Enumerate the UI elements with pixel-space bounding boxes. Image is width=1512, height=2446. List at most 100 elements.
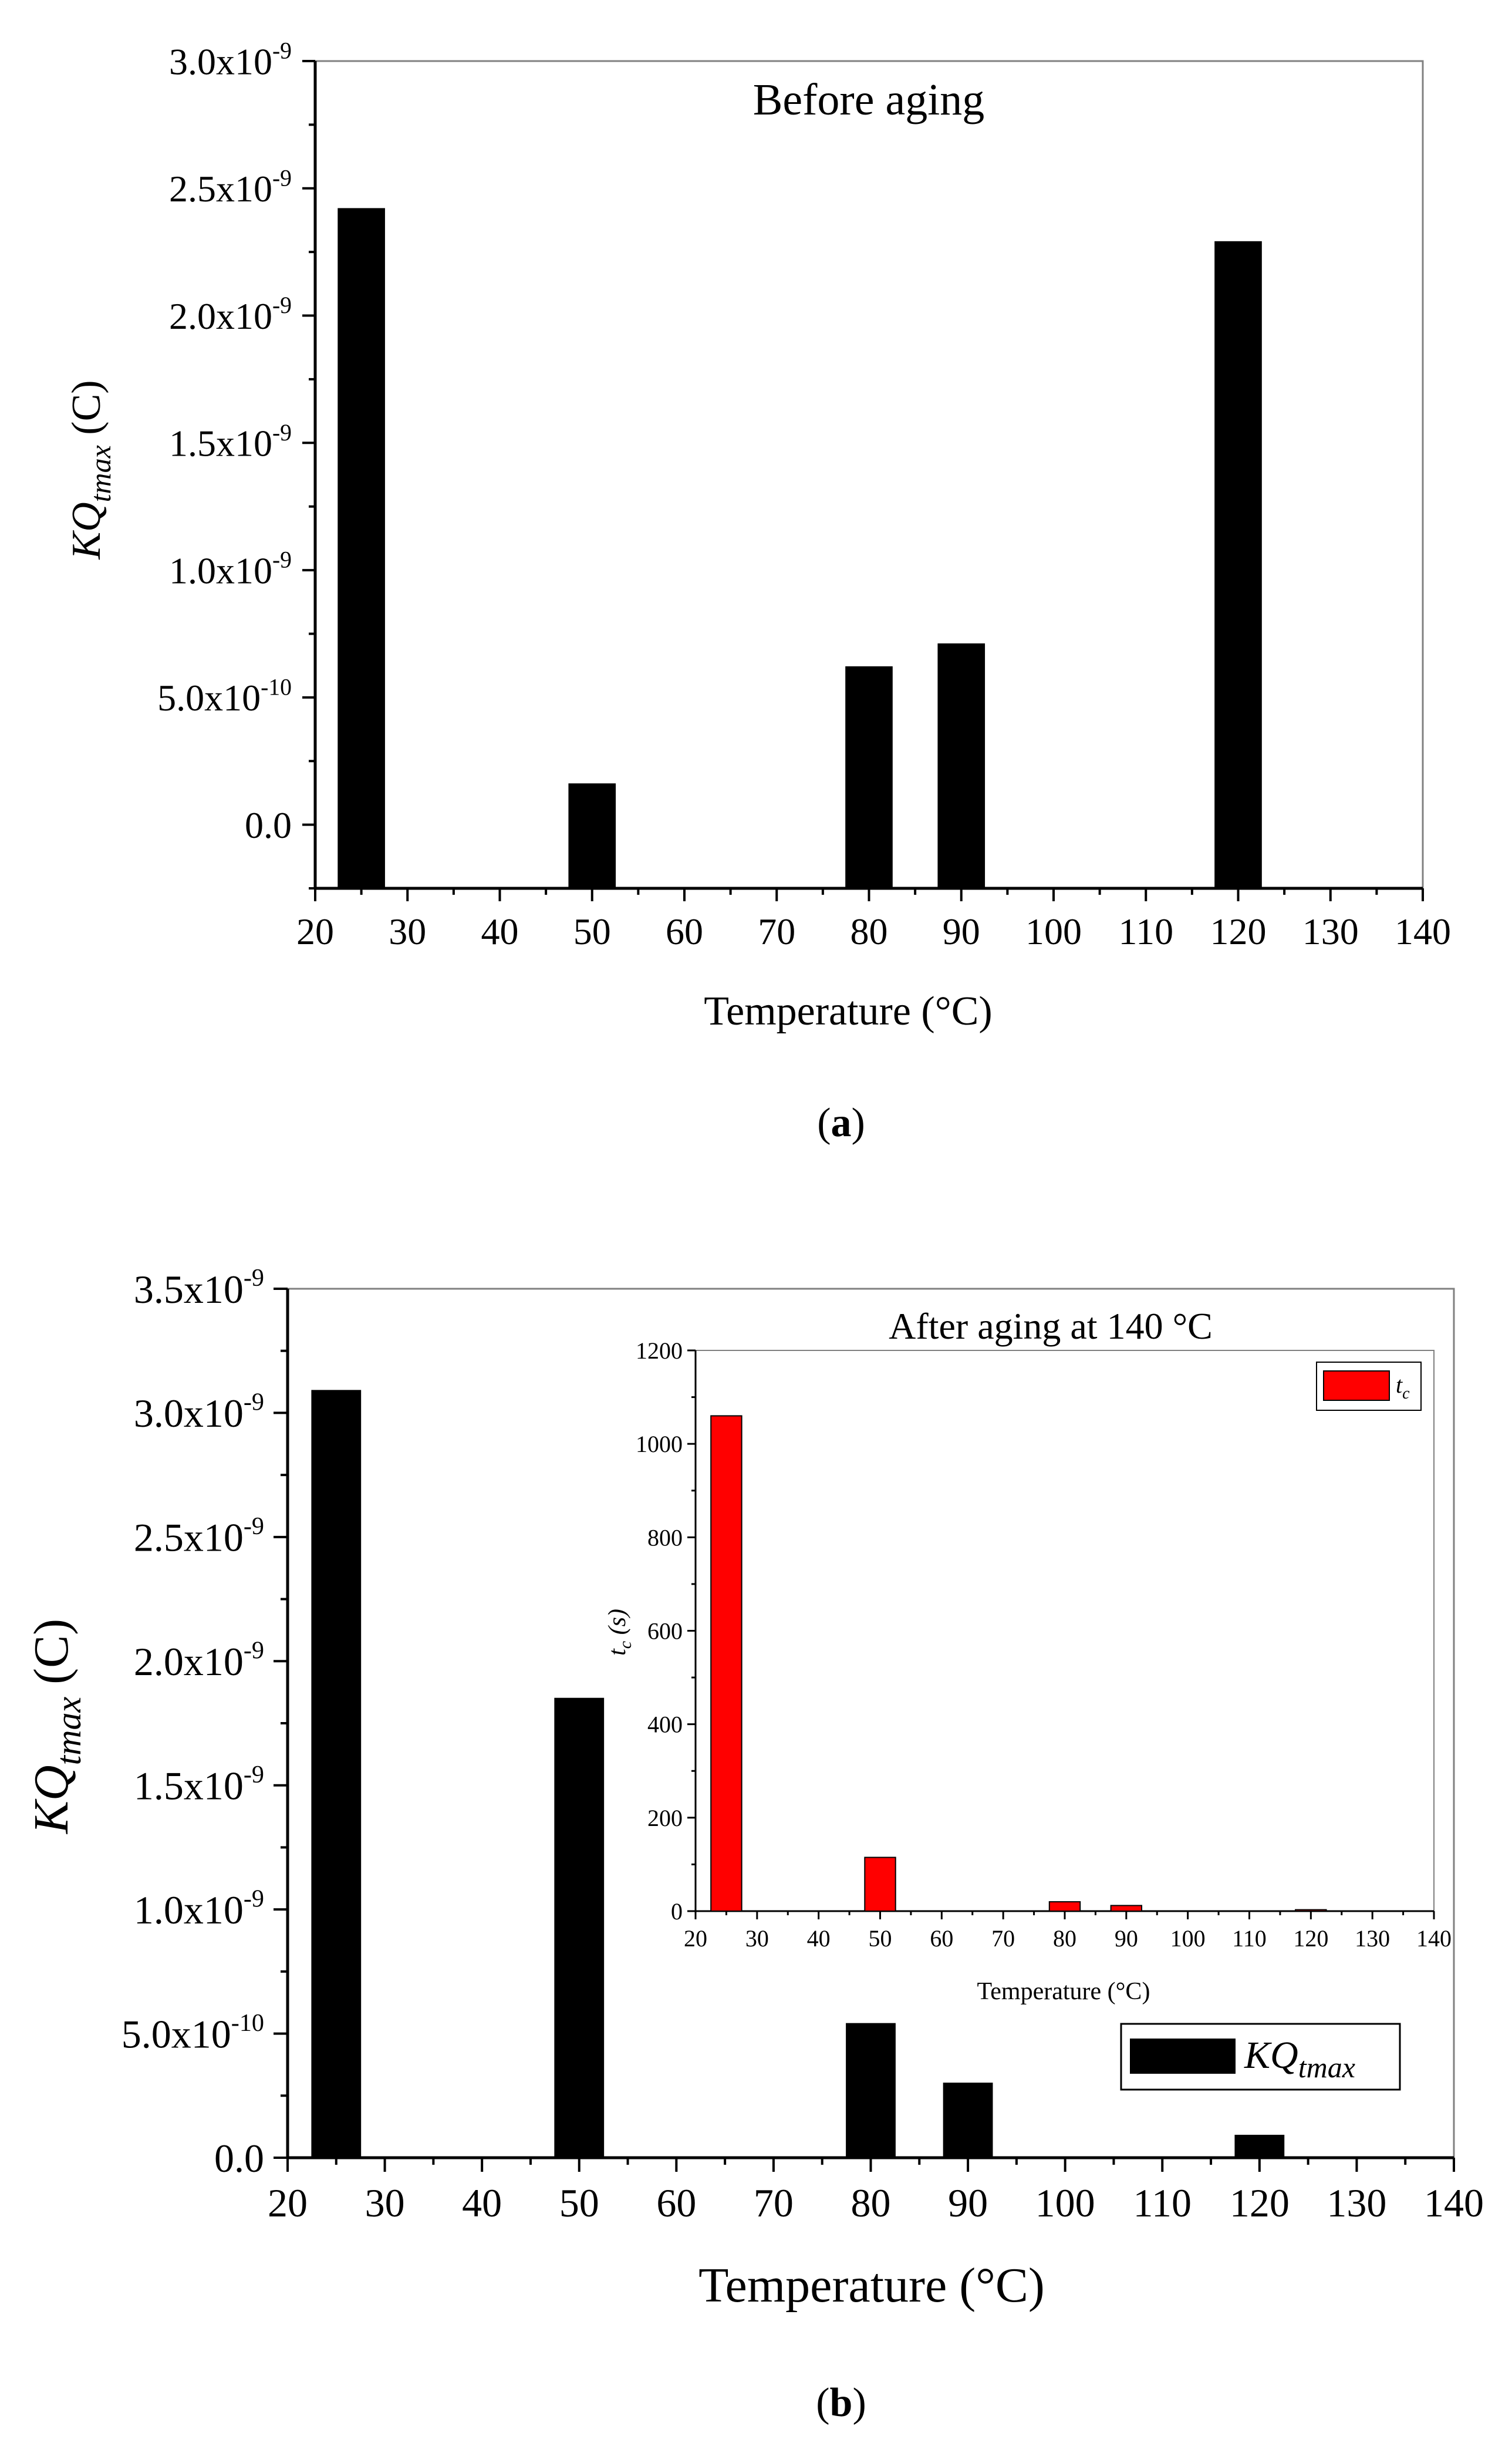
y-tick-label-a-4: 2.0x10-9: [169, 292, 292, 337]
chart-a-x-label: Temperature (°C): [704, 989, 992, 1034]
x-tick-label-a-120: 120: [1210, 911, 1267, 952]
bar-a-80: [845, 666, 893, 889]
chart-b-x-label: Temperature (°C): [698, 2258, 1045, 2313]
chart-a-bars: [338, 208, 1262, 890]
chart-b: 20 30 40 50 60 70 80 90 100 110 120 130 140 0.0 5.0x1…: [24, 1264, 1484, 2425]
y-tick-label-b-1: 5.0x10-10: [122, 2009, 264, 2057]
y-tick-label-b-6: 3.0x10-9: [134, 1389, 264, 1436]
inset-x-label: Temperature (°C): [977, 1978, 1150, 2005]
inset-y-label: tc (s): [604, 1609, 635, 1656]
x-tick-label-i-80: 80: [1053, 1925, 1076, 1952]
bar-b-50: [554, 1697, 605, 2159]
bar-i-80: [1048, 1901, 1081, 1912]
x-tick-label-b-70: 70: [754, 2181, 794, 2225]
chart-b-caption: (b): [816, 2380, 866, 2425]
y-tick-label-b-0: 0.0: [214, 2136, 264, 2181]
bar-a-50: [568, 783, 616, 890]
inset-frame: [695, 1350, 1435, 1912]
chart-a-x-ticks: 20 30 40 50 60 70 80 90 100 110 120 130 140: [296, 888, 1451, 952]
x-tick-label-a-50: 50: [573, 911, 611, 952]
x-tick-label-b-30: 30: [365, 2181, 405, 2225]
x-tick-label-a-140: 140: [1395, 911, 1451, 952]
x-tick-label-i-100: 100: [1170, 1925, 1206, 1952]
x-tick-label-a-80: 80: [851, 911, 888, 952]
x-tick-label-b-40: 40: [462, 2181, 502, 2225]
inset-legend-label: tc: [1396, 1372, 1410, 1403]
x-tick-label-i-50: 50: [869, 1925, 892, 1952]
chart-b-x-ticks: 20 30 40 50 60 70 80 90 100 110 120 130 140: [268, 2158, 1484, 2225]
bar-a-120: [1214, 241, 1262, 890]
x-tick-label-i-140: 140: [1416, 1925, 1452, 1952]
y-tick-label-a-0: 0.0: [245, 804, 292, 846]
y-tick-label-i-3: 600: [647, 1618, 683, 1645]
inset-bars: [710, 1415, 1327, 1912]
x-tick-label-i-120: 120: [1293, 1925, 1328, 1952]
chart-a-y-label: KQtmax (C): [64, 380, 117, 560]
chart-b-legend-label: KQtmax: [1244, 2034, 1355, 2084]
inset-y-ticks: 0 200 400 600 800 1000 1200: [636, 1337, 696, 1925]
bar-i-90: [1110, 1905, 1143, 1912]
y-tick-label-b-3: 1.5x10-9: [134, 1761, 264, 1808]
x-tick-label-i-110: 110: [1232, 1925, 1267, 1952]
y-tick-label-i-2: 400: [647, 1711, 683, 1738]
y-tick-label-b-2: 1.0x10-9: [134, 1885, 264, 1932]
y-tick-label-i-0: 0: [671, 1898, 683, 1925]
x-tick-label-b-110: 110: [1133, 2181, 1192, 2225]
chart-a-title: Before aging: [753, 75, 985, 124]
y-tick-label-i-6: 1200: [636, 1337, 683, 1364]
y-tick-label-b-5: 2.5x10-9: [134, 1512, 264, 1560]
x-tick-label-a-70: 70: [758, 911, 795, 952]
y-tick-label-a-1: 5.0x10-10: [157, 674, 292, 719]
x-tick-label-i-20: 20: [684, 1925, 707, 1952]
chart-a-y-ticks: 0.0 5.0x10-10 1.0x10-9 1.5x10-9 2.0x10-9 2.5x…: [157, 38, 315, 890]
x-tick-label-a-20: 20: [296, 911, 334, 952]
x-tick-label-b-130: 130: [1327, 2181, 1386, 2225]
bar-b-25: [311, 1390, 362, 2158]
y-tick-label-b-7: 3.5x10-9: [134, 1264, 264, 1312]
x-tick-label-b-50: 50: [559, 2181, 599, 2225]
y-tick-label-a-2: 1.0x10-9: [169, 547, 292, 592]
chart-b-bars: [311, 1390, 1285, 2159]
bar-b-80: [846, 2023, 896, 2159]
x-tick-label-a-30: 30: [389, 911, 426, 952]
x-tick-label-b-90: 90: [948, 2181, 988, 2225]
x-tick-label-b-120: 120: [1230, 2181, 1290, 2225]
inset-chart: 20 30 40 50 60 70 80 90 100 110 120 130 140 0 200 400 6…: [604, 1337, 1452, 2005]
inset-legend-swatch: [1323, 1370, 1390, 1401]
x-tick-label-b-140: 140: [1424, 2181, 1484, 2225]
y-tick-label-i-4: 800: [647, 1524, 683, 1551]
chart-a-caption: (a): [817, 1100, 865, 1145]
bar-i-25: [710, 1415, 743, 1912]
y-tick-label-a-5: 2.5x10-9: [169, 165, 292, 210]
x-tick-label-a-100: 100: [1025, 911, 1082, 952]
x-tick-label-a-110: 110: [1118, 911, 1173, 952]
bar-a-25: [338, 208, 385, 890]
chart-b-legend-box: [1120, 2023, 1401, 2091]
x-tick-label-i-30: 30: [745, 1925, 769, 1952]
y-tick-label-i-5: 1000: [636, 1431, 683, 1457]
bar-b-90: [943, 2083, 993, 2158]
bar-i-120: [1295, 1909, 1327, 1912]
y-tick-label-a-3: 1.5x10-9: [169, 420, 292, 464]
x-tick-label-a-60: 60: [666, 911, 703, 952]
chart-b-legend: KQtmax: [1120, 2023, 1401, 2091]
inset-legend: tc: [1316, 1362, 1422, 1411]
x-tick-label-i-70: 70: [991, 1925, 1015, 1952]
x-tick-label-a-40: 40: [481, 911, 519, 952]
x-tick-label-b-60: 60: [656, 2181, 696, 2225]
y-tick-label-i-1: 200: [647, 1805, 683, 1831]
y-tick-label-a-6: 3.0x10-9: [169, 38, 292, 83]
inset-x-ticks: 20 30 40 50 60 70 80 90 100 110 120 130 140: [684, 1911, 1452, 1952]
y-tick-label-b-4: 2.0x10-9: [134, 1637, 264, 1684]
chart-b-y-ticks: 0.0 5.0x10-10 1.0x10-9 1.5x10-9 2.0x10-9 2.5x…: [122, 1264, 288, 2181]
bar-a-90: [937, 643, 986, 890]
x-tick-label-i-40: 40: [807, 1925, 831, 1952]
x-tick-label-b-80: 80: [851, 2181, 891, 2225]
bar-b-120: [1234, 2134, 1285, 2159]
x-tick-label-i-90: 90: [1115, 1925, 1138, 1952]
x-tick-label-i-130: 130: [1355, 1925, 1390, 1952]
chart-b-title: After aging at 140 °C: [889, 1305, 1213, 1347]
chart-a: 20 30 40 50 60 70 80 90 100 110 120 130 140 0.0 5.0x1…: [64, 38, 1451, 1145]
x-tick-label-b-20: 20: [268, 2181, 308, 2225]
